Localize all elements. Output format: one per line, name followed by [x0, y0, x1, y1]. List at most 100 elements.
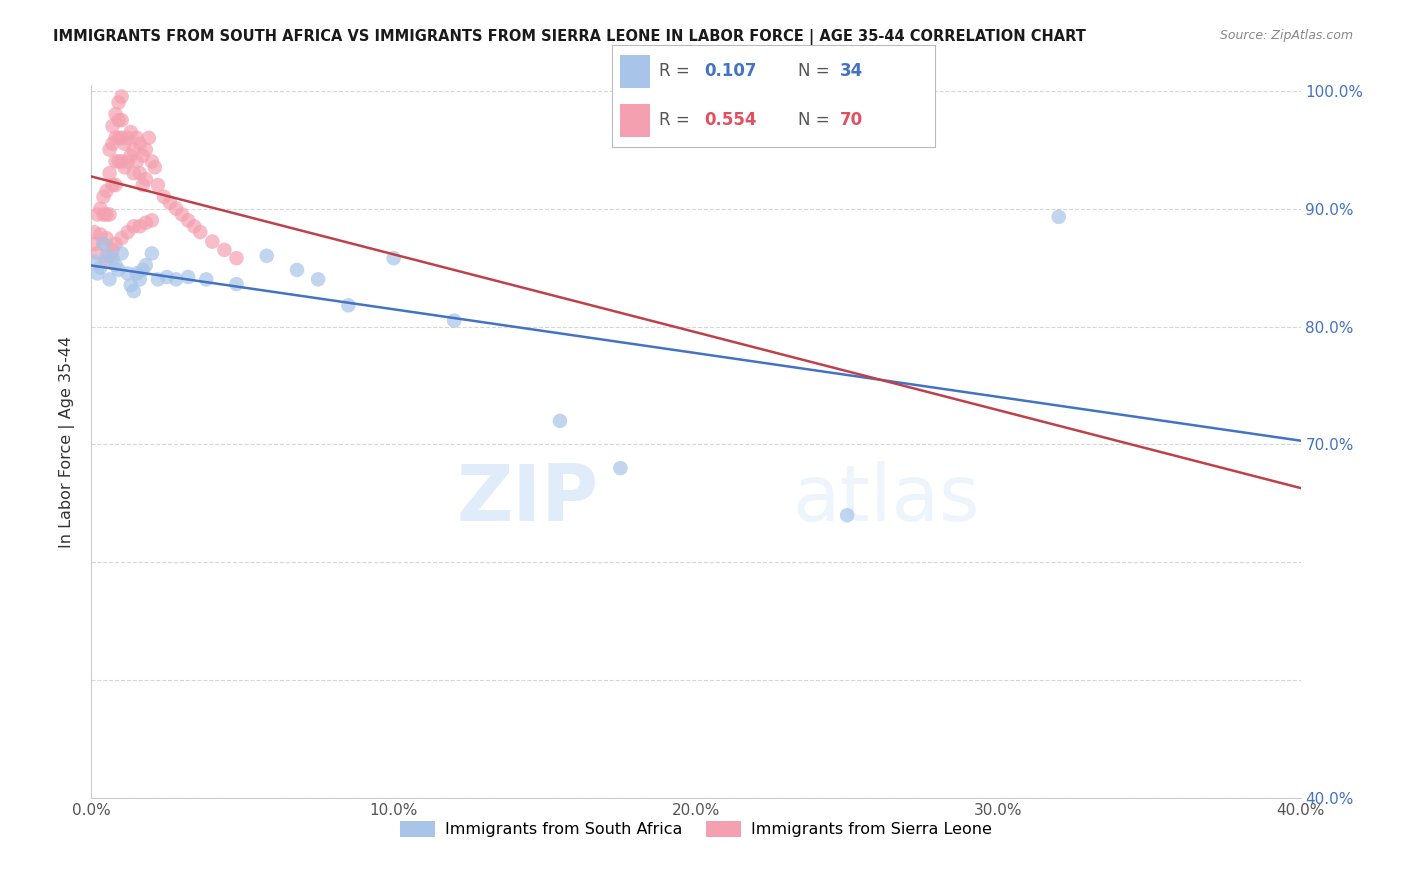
Point: [120, 125, 142, 139]
Point: [146, 272, 169, 286]
Point: [104, 258, 127, 272]
Text: 0.554: 0.554: [704, 111, 756, 129]
Point: [125, 154, 148, 169]
Point: [86, 207, 108, 221]
Point: [86, 267, 108, 281]
Text: R =: R =: [658, 62, 689, 79]
Point: [111, 113, 132, 128]
Point: [98, 207, 121, 221]
Point: [177, 270, 200, 285]
Point: [143, 161, 166, 175]
Text: N =: N =: [797, 111, 830, 129]
Point: [83, 237, 105, 252]
Point: [96, 231, 118, 245]
Bar: [620, 104, 651, 137]
Point: [117, 131, 139, 145]
Point: [141, 246, 163, 260]
Point: [382, 251, 405, 265]
Point: [165, 202, 187, 216]
Point: [107, 113, 129, 128]
Point: [132, 148, 155, 162]
Bar: [620, 55, 651, 87]
Point: [165, 272, 187, 286]
Point: [83, 225, 105, 239]
Point: [101, 178, 124, 192]
Point: [122, 143, 145, 157]
Point: [107, 95, 129, 110]
Point: [104, 107, 127, 121]
Point: [122, 284, 145, 298]
Point: [128, 166, 150, 180]
Point: [120, 148, 142, 162]
Point: [98, 143, 121, 157]
Point: [138, 131, 160, 145]
Point: [114, 136, 136, 151]
Point: [1047, 210, 1070, 224]
Text: 0.107: 0.107: [704, 62, 756, 79]
Point: [307, 272, 329, 286]
Point: [125, 131, 148, 145]
Point: [132, 178, 155, 192]
Point: [98, 249, 121, 263]
Point: [337, 298, 360, 312]
Point: [835, 508, 858, 523]
Point: [96, 254, 118, 268]
Point: [225, 251, 247, 265]
Point: [225, 277, 247, 291]
Point: [141, 213, 163, 227]
Point: [98, 272, 121, 286]
Point: [111, 231, 132, 245]
Point: [128, 272, 150, 286]
Point: [125, 267, 148, 281]
Point: [104, 154, 127, 169]
Text: R =: R =: [658, 111, 689, 129]
Point: [93, 237, 115, 252]
Point: [172, 207, 194, 221]
Point: [111, 154, 132, 169]
Point: [122, 219, 145, 234]
Point: [89, 260, 111, 275]
Point: [101, 136, 124, 151]
Point: [98, 166, 121, 180]
Text: atlas: atlas: [793, 460, 980, 537]
Point: [135, 216, 157, 230]
Point: [214, 243, 236, 257]
Point: [93, 190, 115, 204]
Point: [114, 161, 136, 175]
Point: [93, 237, 115, 252]
Point: [86, 246, 108, 260]
Point: [132, 263, 155, 277]
Point: [135, 258, 157, 272]
Text: IMMIGRANTS FROM SOUTH AFRICA VS IMMIGRANTS FROM SIERRA LEONE IN LABOR FORCE | AG: IMMIGRANTS FROM SOUTH AFRICA VS IMMIGRAN…: [53, 29, 1087, 45]
Point: [93, 207, 115, 221]
Point: [548, 414, 571, 428]
Point: [609, 461, 631, 475]
Point: [101, 251, 124, 265]
Point: [285, 263, 308, 277]
Point: [153, 190, 176, 204]
Point: [107, 154, 129, 169]
Point: [111, 131, 132, 145]
Point: [183, 219, 205, 234]
Point: [135, 172, 157, 186]
Point: [128, 136, 150, 151]
Point: [135, 143, 157, 157]
Point: [89, 202, 111, 216]
Point: [96, 207, 118, 221]
Point: [104, 131, 127, 145]
Legend: Immigrants from South Africa, Immigrants from Sierra Leone: Immigrants from South Africa, Immigrants…: [394, 814, 998, 844]
Point: [107, 263, 129, 277]
Point: [101, 119, 124, 133]
Point: [201, 235, 224, 249]
Point: [89, 227, 111, 242]
Point: [128, 219, 150, 234]
Text: Source: ZipAtlas.com: Source: ZipAtlas.com: [1219, 29, 1353, 42]
Point: [177, 213, 200, 227]
Point: [83, 254, 105, 268]
Point: [146, 178, 169, 192]
Point: [96, 249, 118, 263]
Y-axis label: In Labor Force | Age 35-44: In Labor Force | Age 35-44: [59, 335, 76, 548]
Point: [195, 272, 218, 286]
Text: 34: 34: [839, 62, 863, 79]
Point: [96, 184, 118, 198]
